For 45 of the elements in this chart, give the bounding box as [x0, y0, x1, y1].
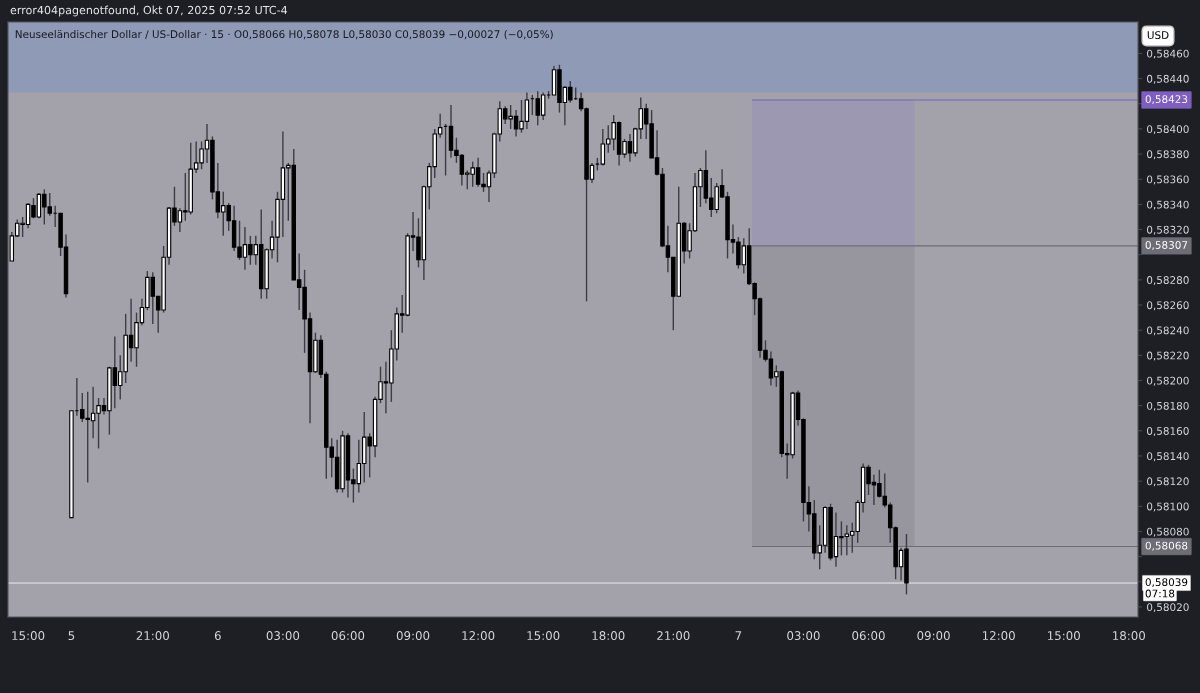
x-tick-label: 03:00	[266, 631, 300, 641]
ref-line-label: 0,58039	[1145, 578, 1188, 588]
y-tick-label: 0,58440	[1147, 74, 1189, 84]
chart-title: error404pagenotfound, Okt 07, 2025 07:52 UTC-4	[10, 5, 288, 17]
text: Neuseeländischer Dollar / US-Dollar · 15 · O0,58066 H0,58078 L0,58030 C0,58039 −0,00027 (−0,05%)	[15, 30, 553, 40]
x-tick-label: 5	[68, 631, 75, 641]
x-tick-label: 15:00	[12, 631, 45, 641]
y-tick-label: 0,58400	[1147, 125, 1189, 135]
x-tick-label: 09:00	[396, 631, 430, 641]
x-tick-label: 18:00	[1113, 631, 1146, 641]
x-tick-label: 15:00	[527, 631, 560, 641]
x-tick-label: 21:00	[657, 631, 690, 641]
x-tick-label: 18:00	[592, 631, 625, 641]
y-tick-label: 0,58020	[1147, 603, 1189, 613]
text: USD	[1147, 31, 1169, 40]
y-tick-label: 0,58100	[1147, 502, 1189, 512]
text: 07:18	[1145, 589, 1175, 598]
x-tick-label: 03:00	[787, 631, 820, 641]
y-tick-label: 0,58220	[1147, 351, 1189, 361]
y-tick-label: 0,58160	[1147, 427, 1189, 436]
x-tick-label: 7	[735, 631, 742, 640]
y-tick-label: 0,58320	[1147, 225, 1189, 235]
x-tick-label: 06:00	[852, 631, 885, 641]
ref-line-label: 0,58307	[1145, 241, 1188, 250]
ref-line-label: 0,58068	[1145, 541, 1188, 551]
y-tick-label: 0,58120	[1147, 477, 1189, 487]
x-tick-label: 6	[214, 631, 221, 641]
y-tick-label: 0,58180	[1147, 401, 1189, 411]
y-tick-label: 0,58280	[1147, 276, 1189, 286]
x-tick-label: 12:00	[982, 631, 1015, 641]
y-tick-label: 0,58360	[1147, 175, 1189, 185]
ref-line-label: 0,58423	[1145, 95, 1188, 105]
y-tick-label: 0,58260	[1147, 301, 1189, 311]
x-tick-label: 06:00	[331, 631, 365, 641]
y-tick-label: 0,58240	[1147, 326, 1189, 336]
x-tick-label: 09:00	[917, 631, 950, 641]
y-tick-label: 0,58140	[1147, 452, 1189, 462]
y-tick-label: 0,58380	[1147, 150, 1189, 160]
x-tick-label: 15:00	[1048, 631, 1080, 641]
y-tick-label: 0,58080	[1147, 527, 1189, 537]
y-tick-label: 0,58340	[1147, 200, 1189, 210]
y-tick-label: 0,58200	[1147, 376, 1189, 386]
y-tick-label: 0,58460	[1147, 49, 1189, 59]
x-tick-label: 21:00	[136, 631, 169, 641]
x-tick-label: 12:00	[462, 631, 495, 641]
